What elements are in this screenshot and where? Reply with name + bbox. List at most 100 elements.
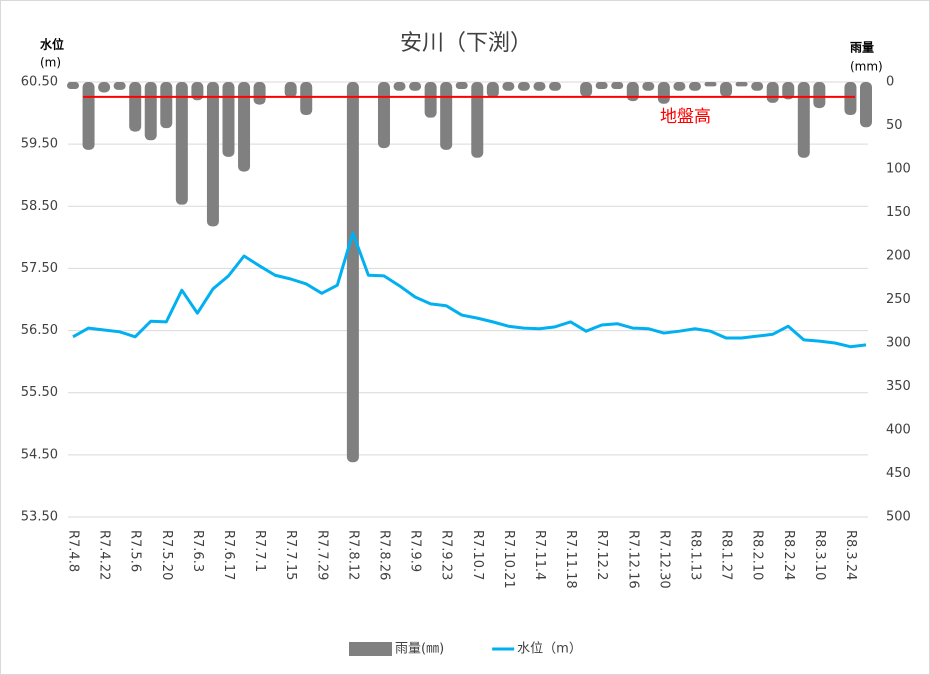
x-tick-label: R7.8.26 [376, 530, 391, 580]
y2-tick-label: 250 [886, 292, 911, 307]
y2-tick-label: 0 [886, 75, 894, 90]
x-tick-label: R7.7.1 [252, 530, 267, 572]
bar [300, 82, 313, 116]
bar [409, 82, 422, 91]
bar [549, 82, 562, 91]
x-tick-label: R7.11.18 [563, 530, 578, 589]
line-series [72, 231, 867, 349]
bar [393, 82, 406, 91]
bar [424, 82, 437, 118]
bar [129, 82, 142, 132]
x-tick-label: R7.12.2 [594, 530, 609, 580]
x-tick-label: R7.8.12 [345, 530, 360, 580]
x-tick-label: R8.1.27 [719, 530, 734, 580]
legend-label: 水位（m） [517, 642, 582, 657]
y-tick-label: 60.50 [21, 75, 58, 90]
bar [222, 82, 235, 157]
bar [611, 82, 624, 89]
y2-tick-label: 200 [886, 249, 911, 264]
x-tick-label: R8.3.24 [843, 530, 858, 580]
x-tick-label: R7.7.15 [283, 530, 298, 580]
bar [284, 82, 297, 98]
bar [253, 82, 266, 105]
y2-tick-label: 100 [886, 162, 911, 177]
x-tick-label: R8.3.10 [812, 530, 827, 580]
y-tick-label: 57.50 [21, 261, 58, 276]
bar [533, 82, 546, 91]
x-tick-label: R7.4.8 [66, 530, 81, 572]
bar [206, 82, 219, 227]
bar [346, 82, 359, 463]
y2-tick-label: 50 [886, 118, 903, 133]
bar [440, 82, 453, 150]
bar [797, 82, 810, 158]
bar [720, 82, 733, 97]
x-tick-label: R7.5.6 [128, 530, 143, 572]
bar [517, 82, 530, 91]
bar [191, 82, 204, 101]
bar [751, 82, 764, 91]
legend-swatch [349, 642, 392, 656]
x-tick-label: R8.2.24 [781, 530, 796, 580]
bar [580, 82, 593, 97]
x-tick-label: R7.7.29 [314, 530, 329, 580]
y-axis-label: (m) [40, 56, 61, 70]
bar [238, 82, 251, 172]
x-tick-label: R7.12.30 [656, 530, 671, 589]
bar [657, 82, 670, 104]
y2-axis-label: 雨量 [850, 41, 874, 55]
y-tick-label: 54.50 [21, 447, 58, 462]
bar [766, 82, 779, 103]
bar [67, 82, 79, 89]
x-tick-label: R7.6.3 [190, 530, 205, 572]
y2-tick-label: 400 [886, 423, 911, 438]
y2-tick-label: 300 [886, 336, 911, 351]
bar [844, 82, 857, 116]
x-tick-label: R7.6.17 [221, 530, 236, 580]
bar [98, 82, 111, 93]
x-tick-label: R7.4.22 [97, 530, 112, 580]
bar [377, 82, 390, 149]
bar [642, 82, 655, 91]
x-tick-label: R8.1.13 [687, 530, 702, 580]
x-tick-label: R7.12.16 [625, 530, 640, 589]
y-axis-label: 水位 [40, 37, 64, 52]
y2-axis-label: (mm) [850, 60, 883, 74]
legend-label: 雨量(㎜) [395, 642, 444, 657]
bar [471, 82, 484, 158]
y-tick-label: 59.50 [21, 137, 58, 152]
y2-tick-label: 450 [886, 466, 911, 481]
bar [813, 82, 826, 109]
bar [113, 82, 126, 90]
x-tick-label: R7.11.4 [532, 530, 547, 580]
x-tick-label: R8.2.10 [750, 530, 765, 580]
bar [82, 82, 95, 150]
x-tick-label: R7.9.9 [408, 530, 423, 572]
bar [144, 82, 157, 141]
y-tick-label: 58.50 [21, 199, 58, 214]
y-tick-label: 53.50 [21, 510, 58, 525]
bar [626, 82, 639, 102]
bar [673, 82, 686, 91]
bar [595, 82, 608, 89]
y-tick-label: 56.50 [21, 323, 58, 338]
bar [175, 82, 188, 205]
y2-tick-label: 350 [886, 379, 911, 394]
bar [486, 82, 499, 98]
x-tick-label: R7.9.23 [439, 530, 454, 580]
chart-title: 安川（下渕） [400, 31, 532, 56]
bar [160, 82, 173, 129]
reference-label: 地盤高 [660, 107, 711, 127]
x-tick-label: R7.10.7 [470, 530, 485, 580]
y-tick-label: 55.50 [21, 385, 58, 400]
y2-tick-label: 150 [886, 205, 911, 220]
x-tick-label: R7.10.21 [501, 530, 516, 589]
bar [860, 82, 872, 128]
bar [688, 82, 701, 91]
bar [455, 82, 468, 89]
y2-tick-label: 500 [886, 510, 911, 525]
x-tick-label: R7.5.20 [159, 530, 174, 580]
bar [782, 82, 795, 100]
bar [704, 82, 717, 87]
